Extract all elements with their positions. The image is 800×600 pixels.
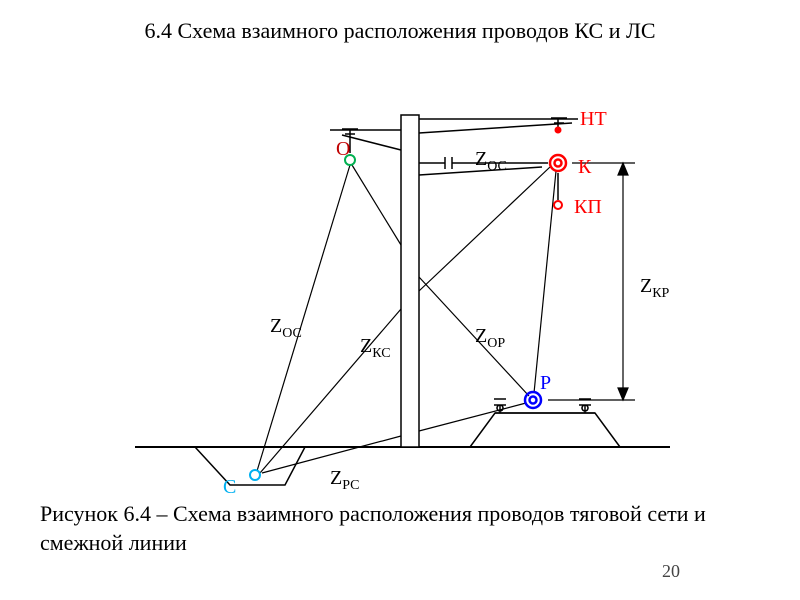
rail-icons: [494, 399, 595, 413]
z-ks: ZКС: [360, 335, 391, 362]
label-KP: КП: [574, 196, 602, 219]
pylon: [401, 115, 419, 447]
z-op: ZОР: [475, 325, 505, 352]
z-oc-left: ZОС: [270, 315, 302, 342]
node-C: [250, 470, 260, 480]
node-NT: [555, 127, 562, 134]
label-O: О: [336, 138, 350, 161]
label-K: К: [578, 156, 591, 179]
label-C: С: [223, 476, 236, 499]
cross-arms: [330, 118, 578, 200]
section-title: 6.4 Схема взаимного расположения проводо…: [0, 18, 800, 44]
node-KP: [554, 201, 562, 209]
label-P: Р: [540, 372, 551, 395]
wire-layout-diagram: [80, 55, 720, 495]
node-P: [525, 392, 541, 408]
z-kp: ZКР: [640, 275, 669, 302]
label-NT: НТ: [580, 108, 607, 131]
node-K: [550, 155, 566, 171]
z-pc: ZРС: [330, 467, 360, 494]
figure-caption: Рисунок 6.4 – Схема взаимного расположен…: [40, 500, 760, 557]
page-number: 20: [662, 561, 680, 582]
rail-bed: [470, 413, 620, 447]
z-oc-top: ZОС: [475, 148, 507, 175]
